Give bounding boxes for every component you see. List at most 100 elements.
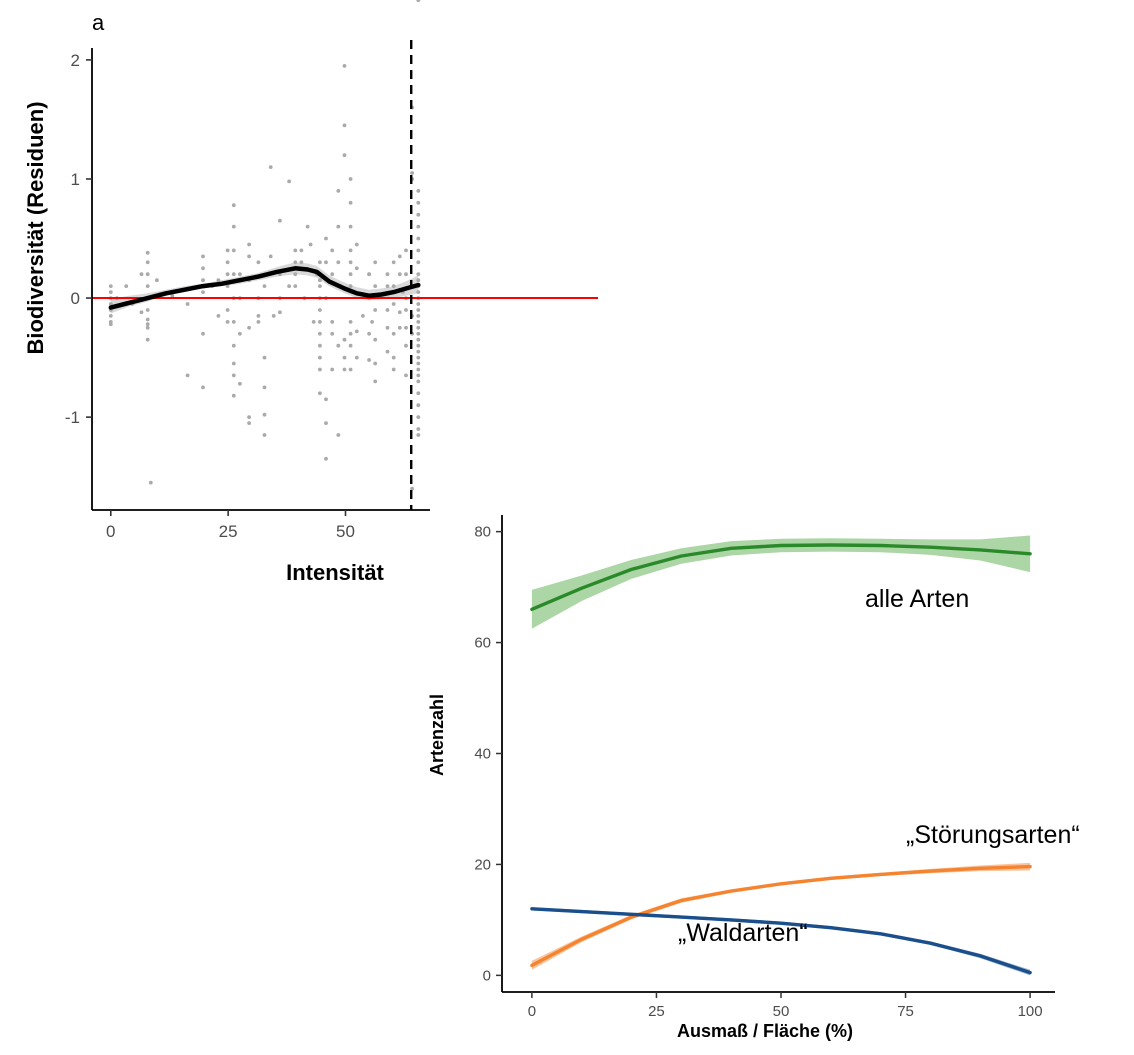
panel-a-point [108, 314, 113, 318]
panel-a-point [231, 320, 236, 324]
panel-a-point [348, 272, 353, 277]
panel-a-point [225, 284, 230, 288]
panel-a-point [397, 310, 402, 315]
panel-a-point [370, 320, 374, 324]
panel-b-y-axis-title: Artenzahl [427, 694, 447, 776]
panel-a-point [336, 343, 341, 348]
series-label-stoerungsarten: „Störungsarten“ [906, 821, 1080, 849]
panel-a-point [361, 314, 365, 318]
panel-a-point [367, 272, 371, 277]
panel-a-point [330, 331, 335, 336]
panel-b-x-axis-title: Ausmaß / Fläche (%) [677, 1021, 853, 1041]
panel-a-point [336, 224, 341, 229]
panel-a-point [247, 421, 252, 425]
panel-a-point [299, 260, 304, 265]
panel-b-series-lines [530, 543, 1032, 975]
panel-a-point [367, 331, 371, 336]
panel-a-point [278, 310, 282, 315]
panel-b-x-tick-label: 50 [773, 1003, 790, 1020]
panel-a-point [305, 224, 310, 229]
panel-a-point [225, 320, 230, 324]
panel-a-point [231, 393, 236, 398]
panel-a-point [342, 337, 347, 342]
panel-a-point [271, 314, 276, 318]
panel-a-point [318, 308, 322, 312]
panel-a-point [336, 189, 341, 193]
panel-a-x-tick-label: 50 [336, 522, 355, 541]
panel-a-point [201, 254, 205, 259]
panel-a-point [391, 260, 396, 265]
panel-a-point [416, 427, 421, 431]
panel-a-point [262, 412, 267, 417]
panel-a-point [404, 325, 408, 330]
panel-a-point [416, 260, 421, 265]
panel-a-label: a [92, 10, 105, 35]
panel-a-point [145, 250, 150, 255]
panel-a-y-tick-label: -1 [65, 408, 80, 427]
panel-a-point [373, 337, 378, 342]
panel-a-point [391, 302, 396, 306]
panel-a-point [385, 349, 390, 354]
panel-b-series-line-0 [530, 543, 1032, 611]
panel-a-point [247, 242, 252, 247]
panel-a-point [416, 373, 421, 378]
panel-a-point [367, 358, 371, 362]
panel-a-point [416, 355, 421, 360]
panel-a-point [385, 308, 390, 312]
panel-a-y-tick-label: 0 [71, 289, 80, 308]
panel-a-point [185, 373, 190, 378]
panel-a-point [231, 272, 236, 277]
panel-a-point [201, 331, 205, 336]
panel-a-y-tick-label: 1 [71, 170, 80, 189]
panel-a-point [354, 355, 359, 360]
panel-a-point [308, 242, 313, 247]
panel-a-point [201, 385, 205, 390]
panel-a-point [416, 236, 421, 241]
panel-a-point [231, 224, 236, 229]
panel-a-point [404, 373, 408, 378]
panel-a-point [416, 0, 421, 2]
panel-a-point [416, 379, 421, 384]
panel-a-point [416, 302, 421, 306]
panel-a-point [139, 272, 144, 277]
panel-a-point [330, 367, 335, 372]
panel-a-point [155, 278, 159, 283]
panel-a-point [391, 367, 396, 372]
panel-a-point [348, 320, 353, 324]
panel-a-point [397, 272, 402, 277]
panel-a-point [238, 272, 242, 277]
panel-a-point [324, 236, 328, 241]
panel-a-point [145, 325, 150, 330]
panel-a-point [145, 284, 150, 288]
panel-a-point [385, 325, 390, 330]
panel-a-point [404, 272, 408, 277]
panel-a-point [348, 248, 353, 253]
panel-a-point [145, 322, 150, 327]
panel-a-point [416, 361, 421, 366]
panel-a-point [268, 165, 273, 170]
panel-a-point [231, 361, 236, 366]
panel-a-point [170, 293, 175, 298]
panel-a-smooth-line [108, 266, 421, 310]
panel-a-point [225, 308, 230, 312]
panel-a-point [416, 248, 421, 253]
panel-a-point [145, 308, 150, 312]
panel-a-point [324, 421, 328, 425]
panel-a-point [342, 355, 347, 360]
panel-b-x-tick-label: 75 [897, 1003, 914, 1020]
panel-a-point [416, 367, 421, 372]
panel-a-point [139, 310, 144, 315]
panel-a-point [318, 320, 322, 324]
panel-a-point [416, 189, 421, 193]
panel-a-y-axis-title: Biodiversität (Residuen) [23, 101, 48, 354]
panel-a-point [404, 248, 408, 253]
panel-a-point [416, 224, 421, 229]
panel-a-point [354, 266, 359, 271]
panel-a-x-ticks: 0 25 50 [106, 510, 355, 541]
panel-a-point [231, 373, 236, 378]
panel-a-point [293, 260, 298, 265]
panel-a-y-ticks: -1 0 1 2 [65, 51, 92, 427]
panel-a-point [256, 320, 261, 324]
panel-a-point [348, 177, 353, 181]
panel-a-point [262, 433, 267, 437]
